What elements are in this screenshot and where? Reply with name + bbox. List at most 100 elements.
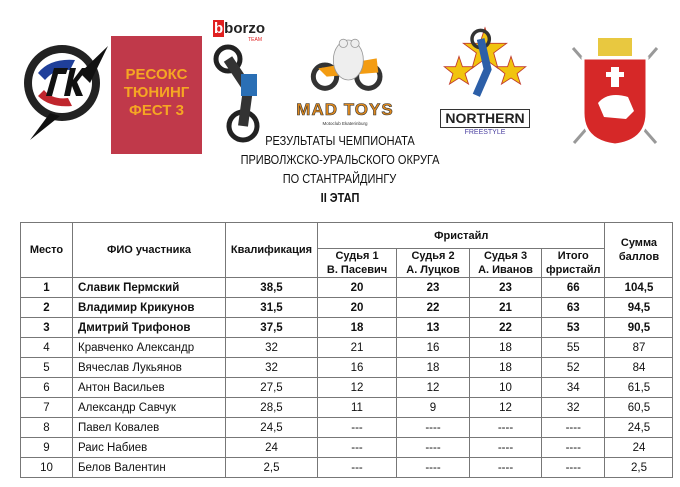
mad-toys-text: MAD TOYS <box>296 100 394 120</box>
cell-judge-3: 12 <box>469 397 542 418</box>
cell-sum: 84 <box>604 357 674 378</box>
cell-total-freestyle: 55 <box>540 337 606 358</box>
header-judge-1: Судья 1 В. Пасевич <box>317 248 397 278</box>
cell-judge-2: 9 <box>396 397 470 418</box>
borzo-b: b <box>213 20 225 37</box>
cell-place: 7 <box>20 397 73 418</box>
northern-freestyle-logo: NORTHERN FREESTYLE <box>440 26 530 144</box>
borzo-team-logo: bborzo TEAM <box>213 20 268 145</box>
resox-line: ТЮНИНГ <box>123 84 190 101</box>
header-total-freestyle: Итого фристайл <box>540 248 606 278</box>
cell-place: 1 <box>20 277 73 298</box>
cell-total-freestyle: ---- <box>540 457 606 478</box>
cell-total-freestyle: 63 <box>540 297 606 318</box>
table-row: 7 Александр Савчук 28,5 11 9 12 32 60,5 <box>20 397 674 418</box>
borzo-sub: TEAM <box>248 37 262 43</box>
table-row: 4 Кравченко Александр 32 21 16 18 55 87 <box>20 337 674 358</box>
northern-sub: FREESTYLE <box>464 129 506 136</box>
cell-sum: 104,5 <box>604 277 674 298</box>
cell-sum: 2,5 <box>604 457 674 478</box>
title-line-3: ПО СТАНТРАЙДИНГУ <box>283 172 397 186</box>
cell-qualification: 24 <box>225 437 318 458</box>
cell-qualification: 2,5 <box>225 457 318 478</box>
table-row: 8 Павел Ковалев 24,5 --- ---- ---- ---- 24,5 <box>20 417 674 438</box>
resox-tuning-fest-logo: РЕСОКС ТЮНИНГ ФЕСТ 3 <box>111 36 202 154</box>
resox-line: РЕСОКС <box>125 66 188 83</box>
header-sum: Сумма баллов <box>604 222 674 278</box>
cell-sum: 60,5 <box>604 397 674 418</box>
cell-total-freestyle: 53 <box>540 317 606 338</box>
cell-judge-3: 22 <box>469 317 542 338</box>
cell-sum: 24,5 <box>604 417 674 438</box>
cell-name: Белов Валентин <box>72 457 226 478</box>
cell-judge-1: 11 <box>317 397 397 418</box>
cell-name: Кравченко Александр <box>72 337 226 358</box>
cell-judge-1: 16 <box>317 357 397 378</box>
header-qualification: Квалификация <box>225 222 318 278</box>
cell-qualification: 32 <box>225 337 318 358</box>
mad-toys-sub: Motoclub Ekaterinburg <box>322 121 368 126</box>
header-name: ФИО участника <box>72 222 226 278</box>
cell-name: Антон Васильев <box>72 377 226 398</box>
cell-sum: 87 <box>604 337 674 358</box>
cell-place: 9 <box>20 437 73 458</box>
cell-judge-2: ---- <box>396 417 470 438</box>
cell-judge-1: --- <box>317 437 397 458</box>
cell-judge-2: 12 <box>396 377 470 398</box>
cell-place: 8 <box>20 417 73 438</box>
borzo-text: borzo <box>224 20 265 37</box>
cell-place: 5 <box>20 357 73 378</box>
perm-coat-of-arms <box>571 38 659 147</box>
document-title: РЕЗУЛЬТАТЫ ЧЕМПИОНАТА ПРИВОЛЖСКО-УРАЛЬСК… <box>0 132 680 208</box>
cell-name: Владимир Крикунов <box>72 297 226 318</box>
results-table: Место ФИО участника Квалификация Фристай… <box>20 222 674 478</box>
cell-judge-3: 18 <box>469 337 542 358</box>
cell-judge-1: 20 <box>317 297 397 318</box>
cell-judge-2: 22 <box>396 297 470 318</box>
cell-sum: 94,5 <box>604 297 674 318</box>
cell-total-freestyle: 34 <box>540 377 606 398</box>
table-row: 2 Владимир Крикунов 31,5 20 22 21 63 94,5 <box>20 297 674 318</box>
header-judge-2: Судья 2 А. Луцков <box>396 248 470 278</box>
cell-name: Раис Набиев <box>72 437 226 458</box>
cell-judge-1: 12 <box>317 377 397 398</box>
cell-judge-2: ---- <box>396 437 470 458</box>
cell-qualification: 38,5 <box>225 277 318 298</box>
northern-text: NORTHERN <box>440 109 530 128</box>
cell-judge-1: --- <box>317 417 397 438</box>
cell-qualification: 24,5 <box>225 417 318 438</box>
cell-place: 6 <box>20 377 73 398</box>
cell-qualification: 31,5 <box>225 297 318 318</box>
cell-judge-1: --- <box>317 457 397 478</box>
cell-place: 3 <box>20 317 73 338</box>
table-row: 10 Белов Валентин 2,5 --- ---- ---- ---- 2,5 <box>20 457 674 478</box>
stunt-bike-icon <box>213 44 260 143</box>
table-row: 5 Вячеслав Лукьянов 32 16 18 18 52 84 <box>20 357 674 378</box>
cell-name: Вячеслав Лукьянов <box>72 357 226 378</box>
cell-name: Дмитрий Трифонов <box>72 317 226 338</box>
cell-sum: 90,5 <box>604 317 674 338</box>
cell-judge-2: 18 <box>396 357 470 378</box>
cell-place: 10 <box>20 457 73 478</box>
mad-toys-logo: MAD TOYS Motoclub Ekaterinburg <box>293 35 397 127</box>
cell-judge-1: 20 <box>317 277 397 298</box>
cell-judge-3: 21 <box>469 297 542 318</box>
cell-judge-2: 16 <box>396 337 470 358</box>
cell-qualification: 28,5 <box>225 397 318 418</box>
cell-judge-3: 23 <box>469 277 542 298</box>
table-row: 3 Дмитрий Трифонов 37,5 18 13 22 53 90,5 <box>20 317 674 338</box>
header-judge-3: Судья 3 А. Иванов <box>469 248 542 278</box>
cell-name: Павел Ковалев <box>72 417 226 438</box>
cell-place: 2 <box>20 297 73 318</box>
header-place: Место <box>20 222 73 278</box>
table-row: 9 Раис Набиев 24 --- ---- ---- ---- 24 <box>20 437 674 458</box>
cell-qualification: 27,5 <box>225 377 318 398</box>
table-row: 6 Антон Васильев 27,5 12 12 10 34 61,5 <box>20 377 674 398</box>
cell-qualification: 32 <box>225 357 318 378</box>
cell-judge-3: 10 <box>469 377 542 398</box>
table-row: 1 Славик Пермский 38,5 20 23 23 66 104,5 <box>20 277 674 298</box>
cell-total-freestyle: ---- <box>540 417 606 438</box>
cell-sum: 24 <box>604 437 674 458</box>
title-stage: II ЭТАП <box>320 191 360 205</box>
cell-sum: 61,5 <box>604 377 674 398</box>
